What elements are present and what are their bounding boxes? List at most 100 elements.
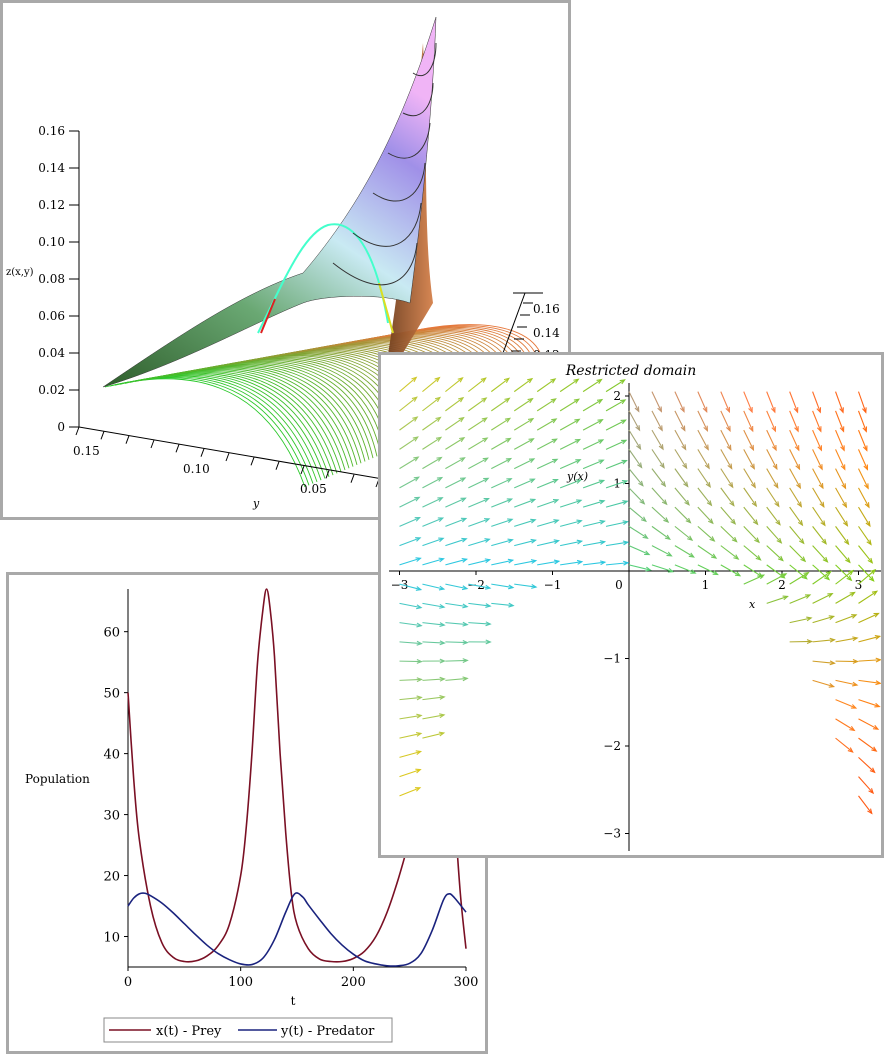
field-arrow xyxy=(835,637,858,643)
surface-ytick-mark xyxy=(225,452,230,462)
field-arrow-head xyxy=(483,498,490,503)
field-arrow-head xyxy=(573,398,581,404)
field-arrow xyxy=(468,622,491,625)
field-arrow xyxy=(445,397,464,412)
field-arrow-head xyxy=(661,499,668,506)
field-arrow-head xyxy=(772,444,777,452)
field-arrow-head xyxy=(503,377,511,383)
field-arrow xyxy=(514,478,535,489)
field-arrow xyxy=(835,410,845,432)
surface-ytick-mark xyxy=(75,426,80,436)
field-arrow-head xyxy=(817,445,823,452)
field-arrow-head xyxy=(553,539,561,545)
field-arrow xyxy=(422,641,445,644)
field-arrow-head xyxy=(414,496,421,502)
field-arrow-head xyxy=(664,534,671,541)
field-arrow xyxy=(766,545,784,561)
field-arrow xyxy=(399,476,420,489)
field-arrow-head xyxy=(851,614,858,619)
field-arrow-head xyxy=(758,574,766,580)
field-arrow xyxy=(857,410,867,432)
field-arrow-head xyxy=(839,407,844,414)
field-arrow-head xyxy=(439,713,446,719)
field-arrow-head xyxy=(437,497,444,502)
field-arrow-head xyxy=(772,463,778,471)
field-arrow xyxy=(858,612,879,624)
field-arrow xyxy=(399,696,422,701)
field-arrow xyxy=(697,391,708,412)
field-arrow xyxy=(628,564,651,571)
field-arrow-head xyxy=(730,518,737,525)
field-arrow-head xyxy=(457,376,464,383)
field-arrow xyxy=(858,699,880,708)
field-arrow-head xyxy=(875,657,881,663)
field-xlabel: x xyxy=(749,598,756,611)
field-arrow xyxy=(766,410,776,432)
field-arrow xyxy=(537,499,559,508)
field-arrow-head xyxy=(727,463,733,470)
field-arrow xyxy=(720,429,732,450)
surface-rings xyxy=(332,42,437,286)
field-arrow xyxy=(468,477,489,489)
field-arrow xyxy=(789,564,808,580)
field-arrow xyxy=(422,517,444,527)
field-arrow xyxy=(491,498,512,508)
field-arrow-head xyxy=(663,517,670,523)
field-arrow-head xyxy=(642,533,649,539)
field-arrow xyxy=(399,769,421,778)
field-arrow-head xyxy=(847,747,854,753)
legend-predator-label: y(t) - Predator xyxy=(280,1024,375,1039)
field-arrow xyxy=(835,718,855,731)
field-arrow-head xyxy=(845,557,851,564)
field-arrow-head xyxy=(821,538,827,545)
field-arrow xyxy=(720,391,730,413)
field-arrow xyxy=(789,617,812,624)
field-arrow xyxy=(651,525,671,540)
field-arrow xyxy=(399,750,421,758)
field-arrow-head xyxy=(726,444,732,451)
field-arrow xyxy=(720,545,739,560)
field-arrow xyxy=(468,437,488,450)
field-arrow xyxy=(605,500,628,508)
field-arrow xyxy=(559,439,581,450)
field-arrow xyxy=(536,479,558,489)
field-arrow-head xyxy=(852,636,859,642)
field-arrow xyxy=(743,449,755,469)
field-arrow-head xyxy=(644,550,651,556)
surface-ytick-mark xyxy=(125,435,130,444)
field-arrow xyxy=(536,398,556,412)
field-arrow xyxy=(514,498,536,508)
field-arrow xyxy=(858,590,878,604)
field-arrow-head xyxy=(528,458,536,464)
field-arrow-head xyxy=(685,517,692,524)
field-arrow-head xyxy=(660,481,667,488)
field-arrow-head xyxy=(599,499,606,505)
field-arrow-head xyxy=(460,477,467,483)
field-arrow xyxy=(399,641,422,645)
field-arrow-head xyxy=(667,567,675,573)
field-arrow xyxy=(789,468,801,489)
field-arrow-head xyxy=(682,462,688,470)
pop-ytick-label: 30 xyxy=(103,809,120,824)
field-arrow-head xyxy=(771,426,776,433)
field-arrow xyxy=(445,558,467,566)
field-arrow xyxy=(468,518,490,527)
field-arrow-head xyxy=(576,519,583,525)
surface-ytick-mark xyxy=(250,457,255,466)
surface-ztick-label: 0.16 xyxy=(38,124,65,138)
field-arrow-head xyxy=(416,695,423,701)
field-arrow-head xyxy=(482,437,489,443)
field-arrow xyxy=(789,506,803,526)
surface-ytick-2: 0.05 xyxy=(300,482,327,496)
field-arrow xyxy=(583,541,605,547)
field-arrow-head xyxy=(531,584,538,589)
pop-ylabel: Population xyxy=(25,772,90,786)
field-arrow xyxy=(422,377,440,393)
pop-legend: x(t) - Prey y(t) - Predator xyxy=(103,1017,393,1043)
surface-top-face xyxy=(102,16,437,388)
field-arrow xyxy=(812,639,835,643)
field-arrow xyxy=(651,449,665,469)
field-arrow-head xyxy=(573,378,580,384)
field-arrow xyxy=(835,429,845,451)
field-arrow xyxy=(789,572,809,585)
